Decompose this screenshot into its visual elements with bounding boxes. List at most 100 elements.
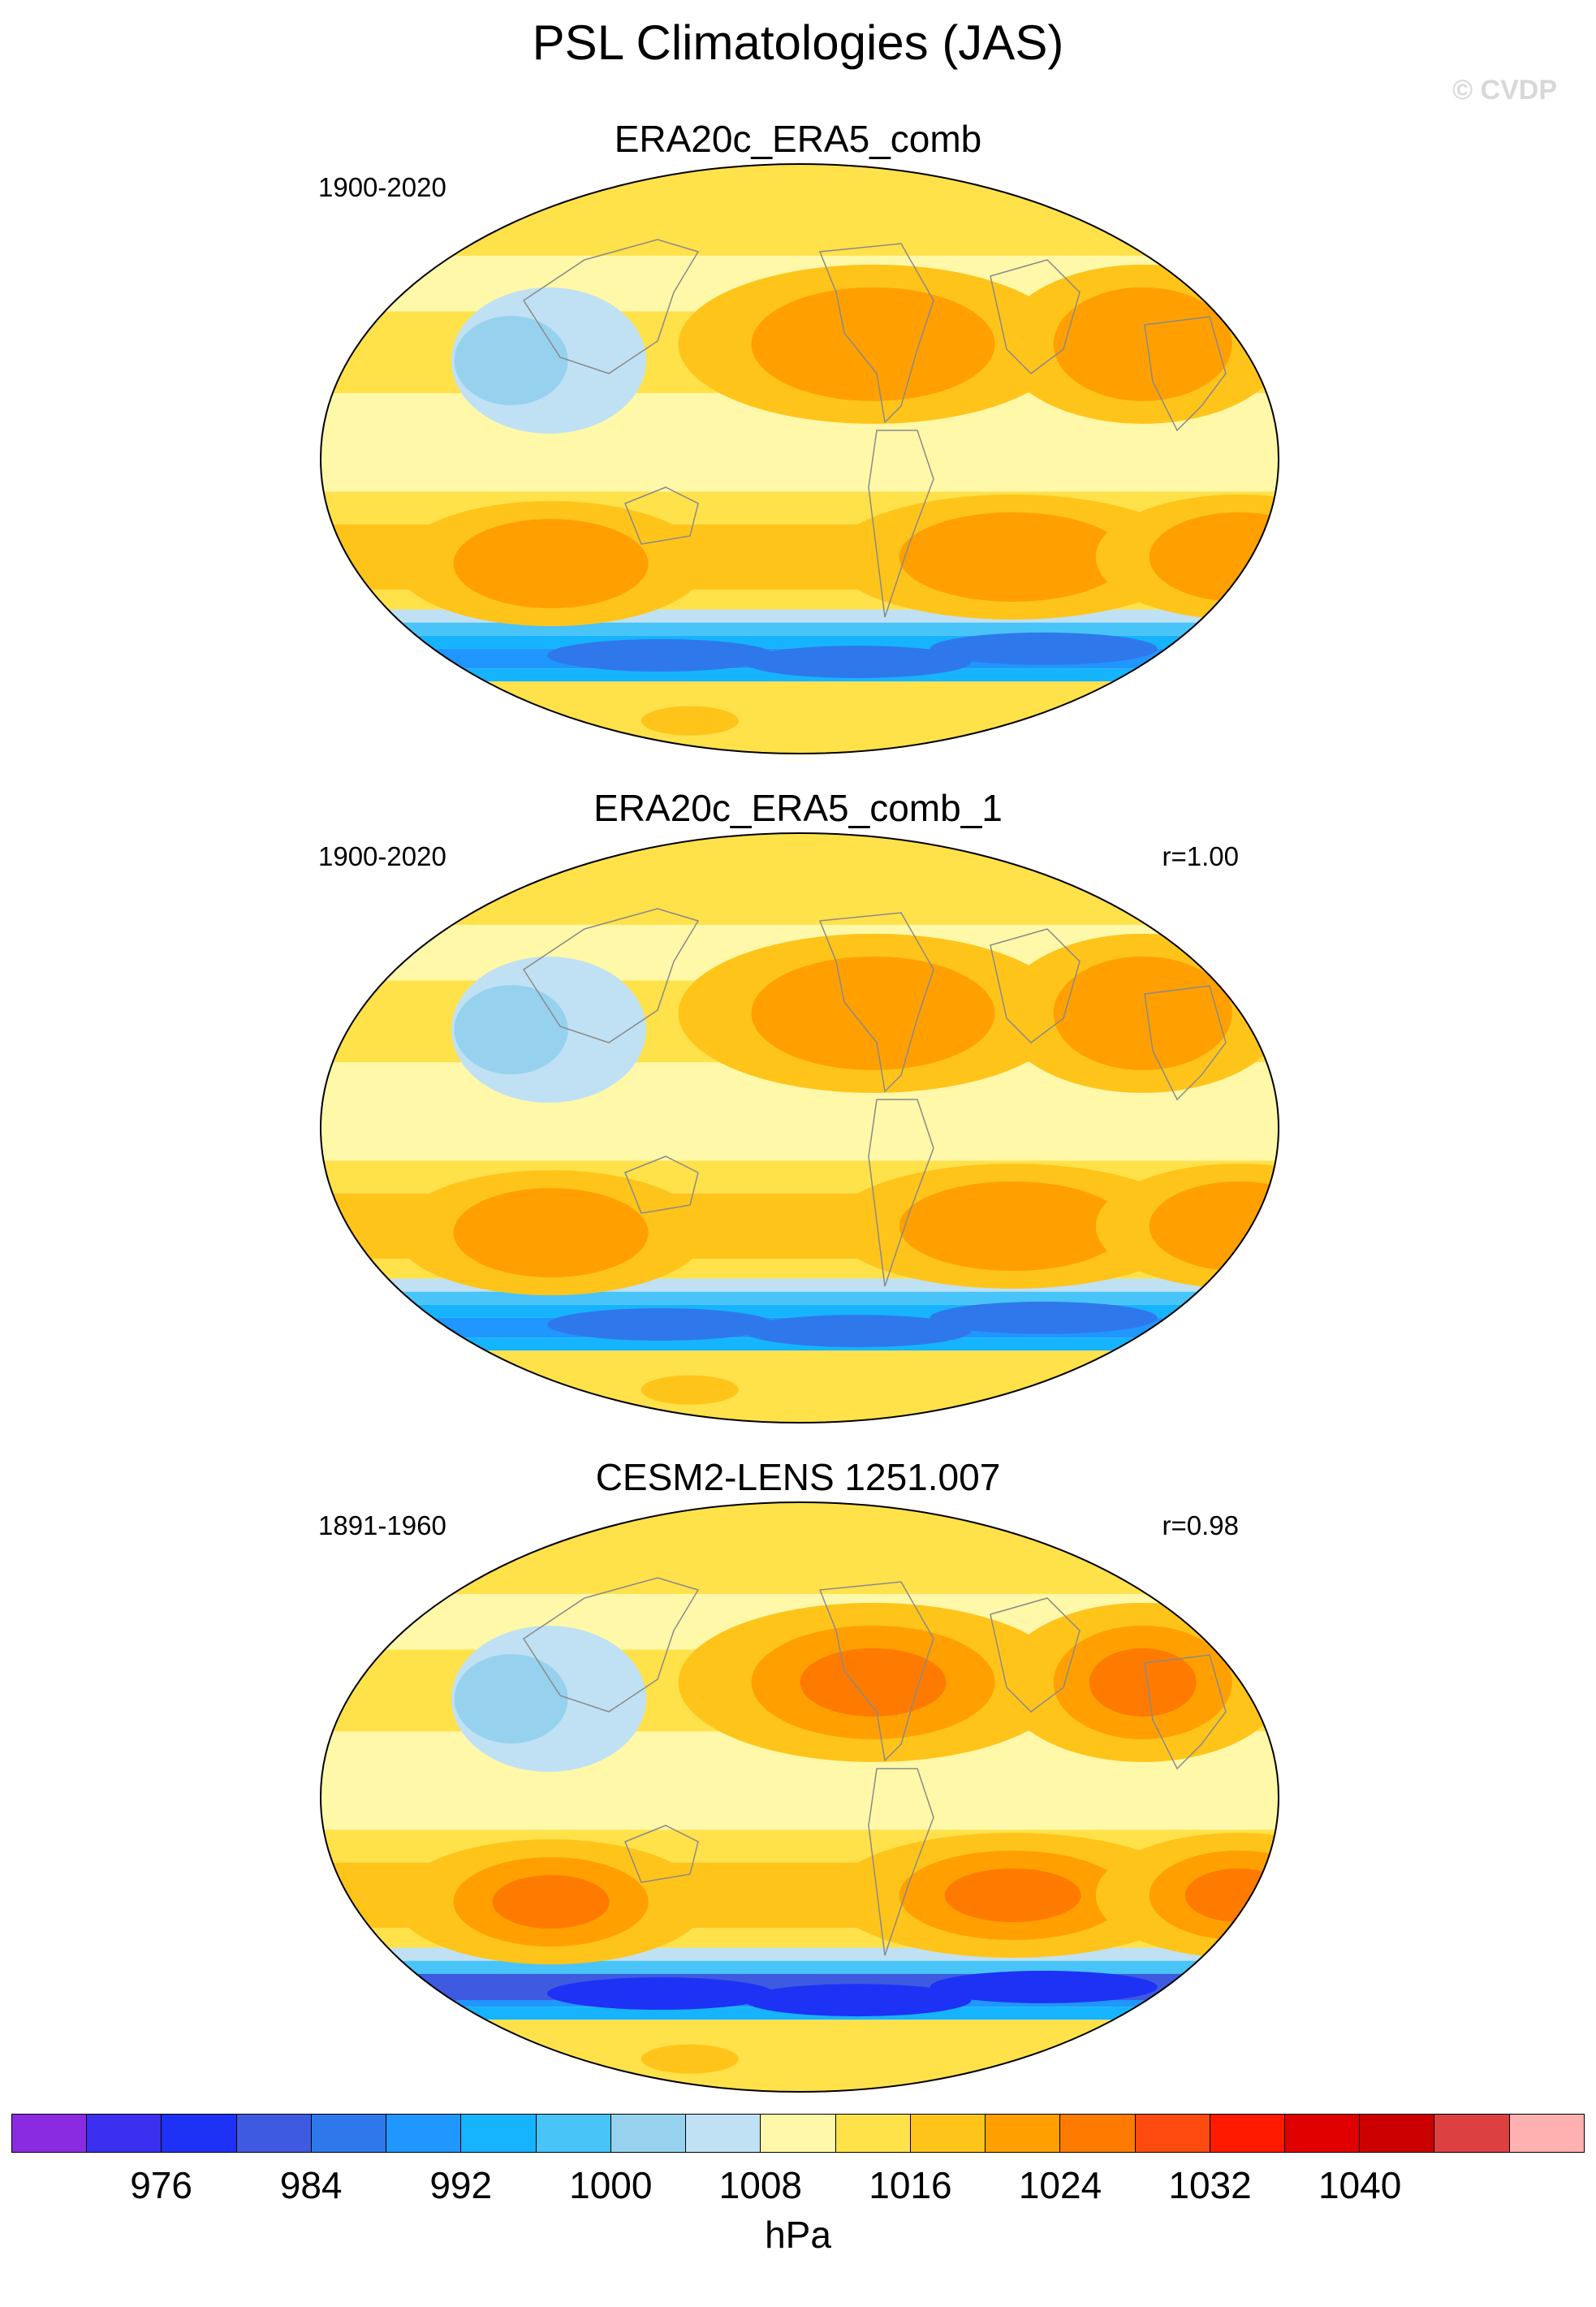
colorbar-tick-label: 1008: [718, 2164, 803, 2206]
southern-low: [546, 1977, 774, 2010]
continent-outline: [624, 486, 699, 545]
colorbar-swatch: [1210, 2115, 1285, 2152]
asian-low-inner: [454, 1654, 568, 1743]
southern-low: [546, 639, 774, 672]
colorbar-swatch: [1360, 2115, 1435, 2152]
psl-field: [321, 833, 1279, 1423]
psl-field: [321, 1502, 1279, 2092]
colorbar-swatch: [1135, 2115, 1210, 2152]
continent-outline: [1144, 316, 1227, 432]
pressure-band: [321, 1502, 1279, 1594]
subtropical-high-core: [800, 309, 947, 378]
copyright-watermark: © CVDP: [1452, 75, 1557, 106]
panel-2-title: ERA20c_ERA5_comb_1: [593, 787, 1003, 829]
southern-low: [930, 1970, 1158, 2003]
colorbar-swatch: [986, 2115, 1061, 2152]
continent-outline: [818, 243, 934, 424]
subtropical-high-core: [492, 537, 610, 591]
subtropical-high-core: [800, 1648, 947, 1717]
colorbar-swatch: [835, 2115, 911, 2152]
colorbar-swatch: [461, 2115, 537, 2152]
continent-outline: [624, 1825, 699, 1883]
colorbar: [11, 2114, 1585, 2153]
map-border: [320, 163, 1279, 754]
colorbar-swatch: [1434, 2115, 1510, 2152]
colorbar-tick-label: 1032: [1168, 2164, 1252, 2206]
colorbar-tick-label: 992: [429, 2164, 493, 2206]
pressure-band: [321, 2020, 1279, 2092]
continent-outline: [868, 1099, 934, 1287]
colorbar-swatch: [610, 2115, 687, 2152]
continent-outline: [990, 259, 1081, 374]
panel-1-map: [320, 163, 1279, 754]
colorbar-swatch: [910, 2115, 986, 2152]
panel-3-correlation: r=0.98: [1162, 1510, 1240, 1540]
colorbar-swatch: [1060, 2115, 1136, 2152]
colorbar-swatch: [236, 2115, 312, 2152]
colorbar-swatch: [686, 2115, 761, 2152]
figure-title: PSL Climatologies (JAS): [532, 15, 1064, 70]
panel-3-map: [320, 1501, 1279, 2093]
pressure-band: [321, 1291, 1279, 1305]
colorbar-tick-label: 976: [130, 2164, 192, 2206]
asian-low-inner: [454, 985, 568, 1074]
colorbar-swatch: [162, 2115, 237, 2152]
panel-2-period: 1900-2020: [318, 841, 446, 871]
continent-outline: [1144, 1654, 1227, 1770]
panel-2-correlation: r=1.00: [1162, 841, 1240, 871]
colorbar-swatch: [311, 2115, 387, 2152]
antarctic-high: [641, 2044, 739, 2074]
map-border: [320, 1501, 1279, 2093]
pressure-band: [321, 1780, 1279, 1830]
continent-outline: [990, 928, 1081, 1043]
colorbar-swatch: [87, 2115, 162, 2152]
continent-outline: [818, 1581, 934, 1762]
subtropical-high-core: [1089, 979, 1197, 1048]
colorbar-swatch: [1509, 2115, 1584, 2152]
pressure-band: [321, 442, 1279, 492]
map-border: [320, 832, 1279, 1424]
colorbar-swatch: [12, 2115, 88, 2152]
colorbar-swatch: [761, 2115, 836, 2152]
southern-low: [744, 646, 972, 679]
southern-low: [930, 1301, 1158, 1334]
subtropical-high-core: [800, 979, 947, 1048]
colorbar-tick-label: 1016: [869, 2164, 952, 2206]
colorbar-swatch: [1284, 2115, 1361, 2152]
southern-low: [744, 1984, 972, 2017]
continent-outline: [522, 239, 700, 374]
pressure-band: [321, 1350, 1279, 1423]
colorbar-tick-label: 1000: [569, 2164, 653, 2206]
subtropical-high-core: [1089, 1648, 1197, 1717]
continent-outline: [522, 1577, 700, 1713]
asian-low-inner: [454, 316, 568, 405]
pressure-band: [321, 164, 1279, 256]
antarctic-high: [641, 1375, 739, 1405]
continent-outline: [818, 912, 934, 1093]
psl-field: [321, 164, 1279, 754]
antarctic-high: [641, 706, 739, 736]
colorbar-units: hPa: [765, 2214, 831, 2256]
panel-1-period: 1900-2020: [318, 172, 446, 202]
continent-outline: [624, 1156, 699, 1214]
continent-outline: [990, 1597, 1081, 1713]
subtropical-high-core: [1089, 309, 1197, 378]
subtropical-high-core: [944, 530, 1081, 584]
pressure-band: [321, 1111, 1279, 1161]
subtropical-high-core: [944, 1199, 1081, 1253]
subtropical-high-core: [492, 1875, 610, 1929]
continent-outline: [868, 430, 934, 618]
colorbar-tick-label: 1024: [1018, 2164, 1102, 2206]
pressure-band: [321, 681, 1279, 754]
colorbar-tick-label: 1040: [1318, 2164, 1402, 2206]
continent-outline: [522, 908, 700, 1043]
panel-2-map: [320, 832, 1279, 1424]
panel-3-period: 1891-1960: [318, 1510, 446, 1540]
panel-1-title: ERA20c_ERA5_comb: [614, 118, 982, 160]
subtropical-high-core: [944, 1868, 1081, 1922]
colorbar-tick-label: 984: [279, 2164, 343, 2206]
colorbar-swatch: [386, 2115, 462, 2152]
pressure-band: [321, 1960, 1279, 1974]
continent-outline: [868, 1768, 934, 1956]
panel-3-title: CESM2-LENS 1251.007: [595, 1456, 1001, 1498]
